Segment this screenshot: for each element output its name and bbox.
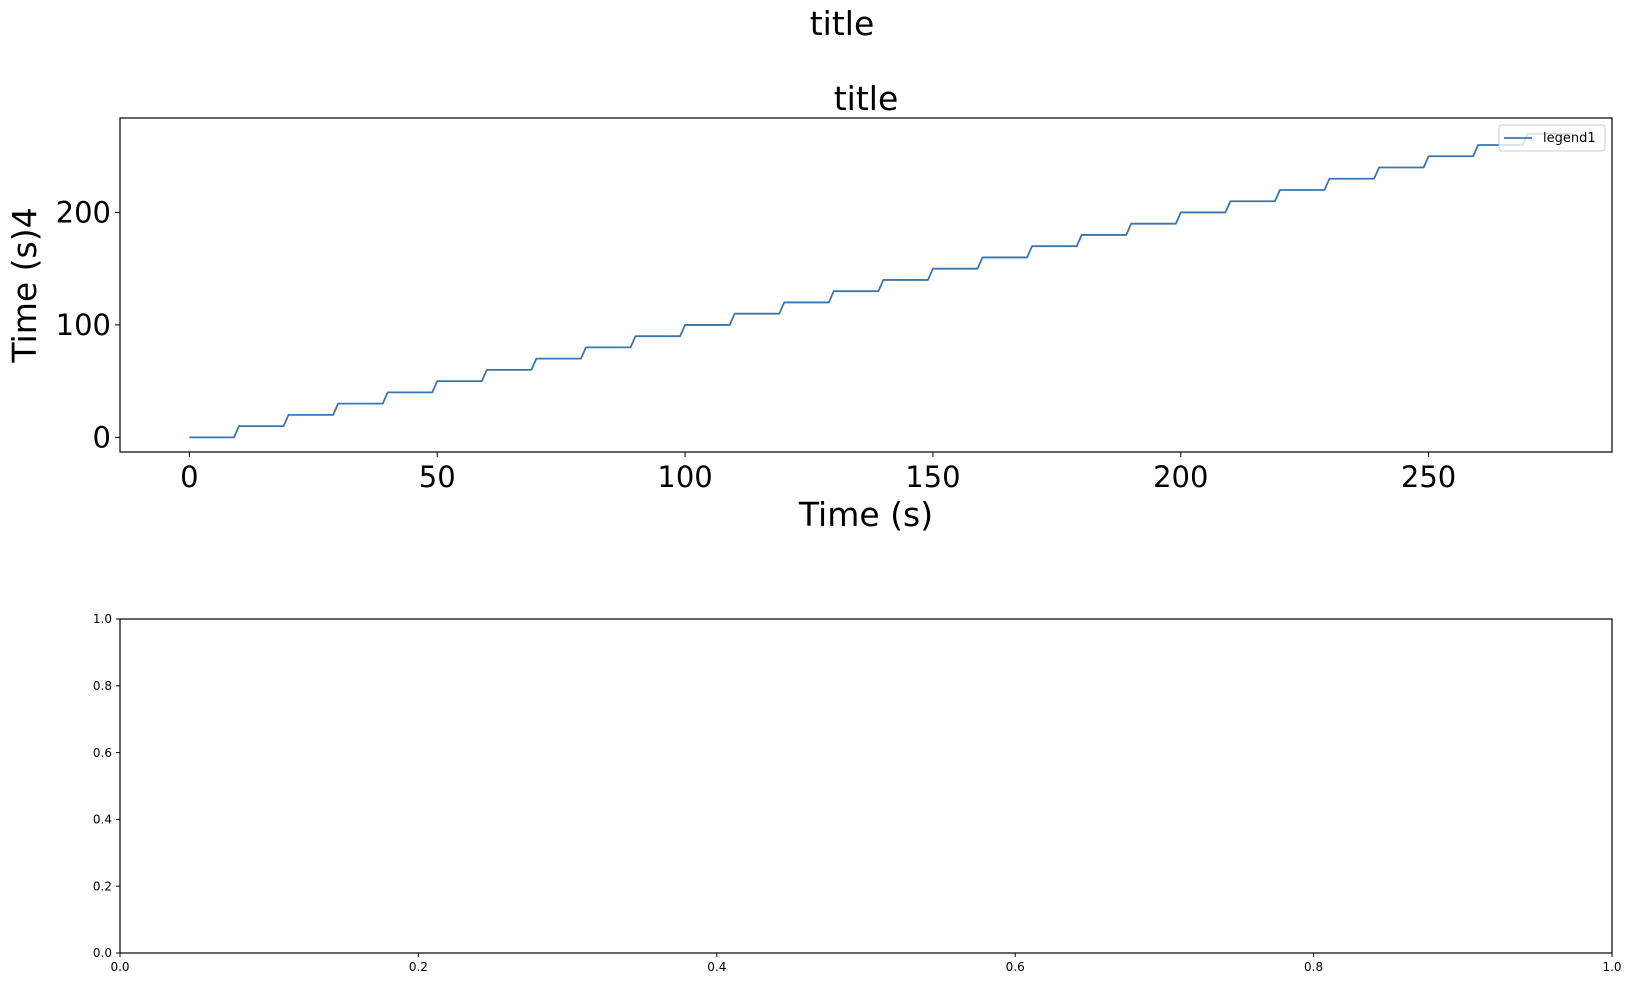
legend-frame [1498,124,1606,152]
x-tick-label: 0.8 [1304,960,1323,974]
top-axes-y-ticks: 0 100 200 [56,196,120,455]
x-tick-label: 0.0 [110,960,129,974]
bottom-axes-x-ticks: 0.0 0.2 0.4 0.6 0.8 1.0 [110,953,1622,974]
x-tick-label: 250 [1401,460,1456,494]
series-line-legend1 [189,132,1573,439]
x-tick-label: 200 [1153,460,1208,494]
bottom-axes-frame [119,618,1613,954]
y-tick-label: 0 [93,421,111,455]
legend-entry-label: legend1 [1543,131,1596,146]
bottom-axes: 0.0 0.2 0.4 0.6 0.8 1.0 0.0 0.2 0.4 0.6 0.8 1.0 [93,612,1622,974]
top-axes-legend: legend1 [1498,124,1606,152]
x-tick-label: 1.0 [1602,960,1621,974]
top-axes-x-ticks: 0 50 100 150 200 250 [180,452,1456,494]
top-axes-series-layer [189,132,1573,439]
x-tick-label: 0.6 [1006,960,1025,974]
y-tick-label: 0.0 [93,946,112,960]
x-tick-label: 0.4 [707,960,726,974]
y-tick-label: 0.6 [93,746,112,760]
bottom-axes-y-ticks: 0.0 0.2 0.4 0.6 0.8 1.0 [93,612,120,960]
figure-suptitle: title [810,4,875,43]
x-tick-label: 150 [905,460,960,494]
x-tick-label: 100 [657,460,712,494]
x-tick-label: 50 [419,460,456,494]
y-tick-label: 0.2 [93,879,112,893]
y-tick-label: 100 [56,308,111,342]
top-axes-frame [119,117,1613,453]
top-axes-title: title [834,79,899,118]
y-tick-label: 1.0 [93,612,112,626]
y-tick-label: 0.4 [93,813,112,827]
y-tick-label: 0.8 [93,679,112,693]
top-axes-ylabel: Time (s)4 [5,207,44,363]
x-tick-label: 0 [180,460,198,494]
x-tick-label: 0.2 [409,960,428,974]
top-axes-xlabel: Time (s) [798,495,933,534]
top-axes: title 0 50 100 150 200 250 0 100 200 Time (s) T… [5,79,1613,534]
y-tick-label: 200 [56,196,111,230]
